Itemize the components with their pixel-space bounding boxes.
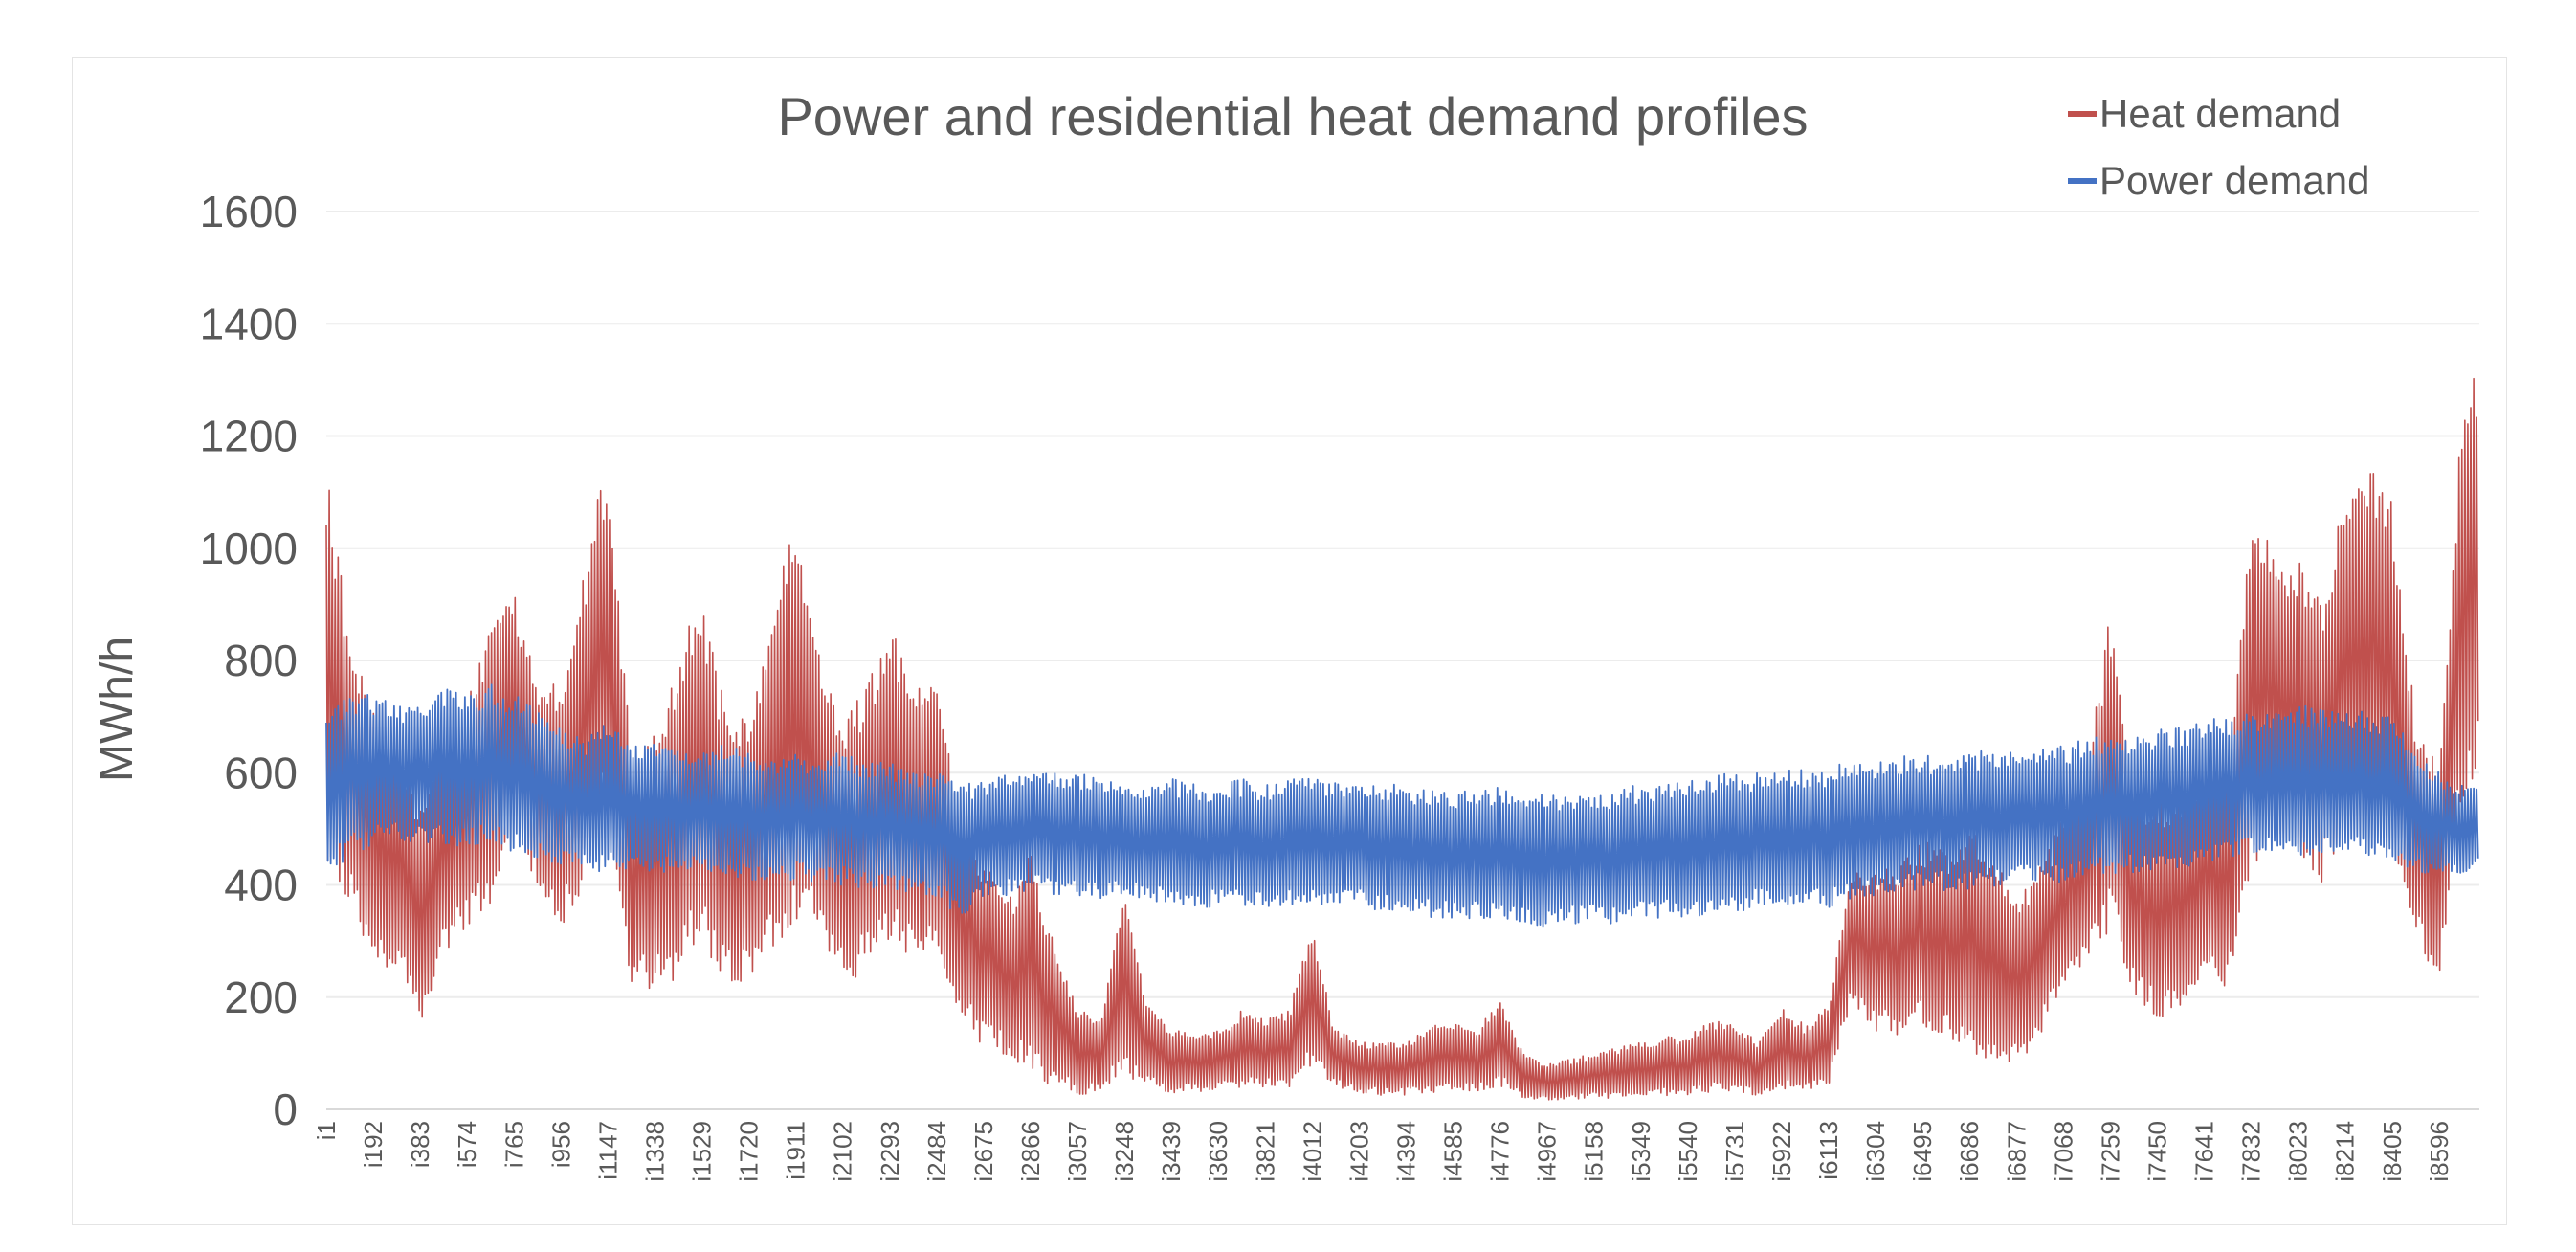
- x-tick-label: i4776: [1486, 1121, 1515, 1182]
- legend-label-heat-demand: Heat demand: [2099, 91, 2341, 136]
- y-axis-label: MWh/h: [92, 637, 143, 782]
- chart-frame: 0 200 400 600 800 1000 1200 1400 1600 i1 i192 i383 i…: [72, 57, 2507, 1225]
- x-tick-label: i3439: [1157, 1121, 1186, 1182]
- x-tick-label: i8405: [2378, 1121, 2407, 1182]
- x-tick-label: i192: [359, 1121, 388, 1168]
- x-tick-label: i4012: [1298, 1121, 1326, 1182]
- x-tick-label: i4394: [1391, 1121, 1420, 1182]
- x-tick-label: i5349: [1627, 1121, 1655, 1182]
- y-tick-label: 1200: [200, 412, 298, 461]
- y-tick-label: 0: [273, 1084, 298, 1134]
- y-tick-label: 1400: [200, 299, 298, 348]
- legend: Heat demand Power demand: [2068, 91, 2370, 203]
- x-tick-label: i1147: [593, 1121, 622, 1180]
- series-layer: [325, 377, 2479, 1101]
- x-tick-label: i2102: [829, 1121, 857, 1182]
- y-tick-label: 800: [224, 636, 298, 685]
- y-tick-label: 1000: [200, 524, 298, 573]
- x-tick-label: i6686: [1955, 1121, 1984, 1182]
- x-tick-label: i383: [406, 1121, 434, 1168]
- x-tick-label: i2293: [876, 1121, 904, 1182]
- x-tick-label: i1529: [688, 1121, 717, 1182]
- chart-title: Power and residential heat demand profil…: [777, 86, 1808, 146]
- x-tick-label: i7641: [2190, 1121, 2219, 1182]
- y-tick-label: 200: [224, 973, 298, 1022]
- x-tick-label: i6877: [2002, 1121, 2031, 1182]
- x-tick-label: i5158: [1580, 1121, 1609, 1182]
- x-tick-label: i3630: [1204, 1121, 1232, 1182]
- x-tick-label: i7068: [2049, 1121, 2077, 1182]
- x-tick-label: i7450: [2143, 1121, 2171, 1182]
- x-tick-label: i2484: [922, 1121, 951, 1182]
- x-tick-label: i1338: [640, 1121, 669, 1182]
- y-tick-label: 600: [224, 748, 298, 797]
- x-tick-label: i3057: [1063, 1121, 1092, 1182]
- x-tick-label: i8214: [2331, 1121, 2360, 1182]
- x-tick-label: i1911: [782, 1121, 811, 1180]
- x-tick-label: i5922: [1767, 1121, 1796, 1182]
- x-tick-label: i574: [453, 1121, 481, 1168]
- legend-label-power-demand: Power demand: [2099, 158, 2370, 203]
- x-tick-label: i7832: [2237, 1121, 2266, 1182]
- x-tick-label: i2675: [969, 1121, 998, 1182]
- x-tick-label: i4967: [1533, 1121, 1562, 1182]
- x-tick-label: i3821: [1251, 1121, 1279, 1182]
- x-tick-label: i956: [546, 1121, 575, 1168]
- y-tick-label: 400: [224, 861, 298, 910]
- chart-svg: 0 200 400 600 800 1000 1200 1400 1600 i1 i192 i383 i…: [92, 86, 2479, 1182]
- x-tick-label: i1720: [735, 1121, 764, 1182]
- x-tick-label: i1: [312, 1121, 341, 1140]
- x-tick-label: i4585: [1439, 1121, 1468, 1182]
- x-tick-label: i8023: [2284, 1121, 2313, 1182]
- x-tick-label: i3248: [1110, 1121, 1139, 1182]
- x-tick-label: i8596: [2425, 1121, 2454, 1182]
- x-tick-label: i5540: [1674, 1121, 1702, 1182]
- series-line-heat-demand: [325, 377, 2479, 1101]
- x-tick-label: i6113: [1814, 1121, 1843, 1180]
- series-line-power-demand: [325, 683, 2479, 928]
- x-tick-label: i5731: [1721, 1121, 1749, 1182]
- x-tick-label: i765: [500, 1121, 528, 1168]
- x-tick-label: i2866: [1016, 1121, 1045, 1182]
- x-tick-label: i6495: [1908, 1121, 1937, 1182]
- x-tick-label: i4203: [1344, 1121, 1373, 1182]
- axis-layer: 0 200 400 600 800 1000 1200 1400 1600 i1 i192 i383 i…: [200, 187, 2454, 1182]
- x-tick-label: i7259: [2096, 1121, 2124, 1182]
- x-tick-label: i6304: [1861, 1121, 1890, 1182]
- y-tick-label: 1600: [200, 187, 298, 236]
